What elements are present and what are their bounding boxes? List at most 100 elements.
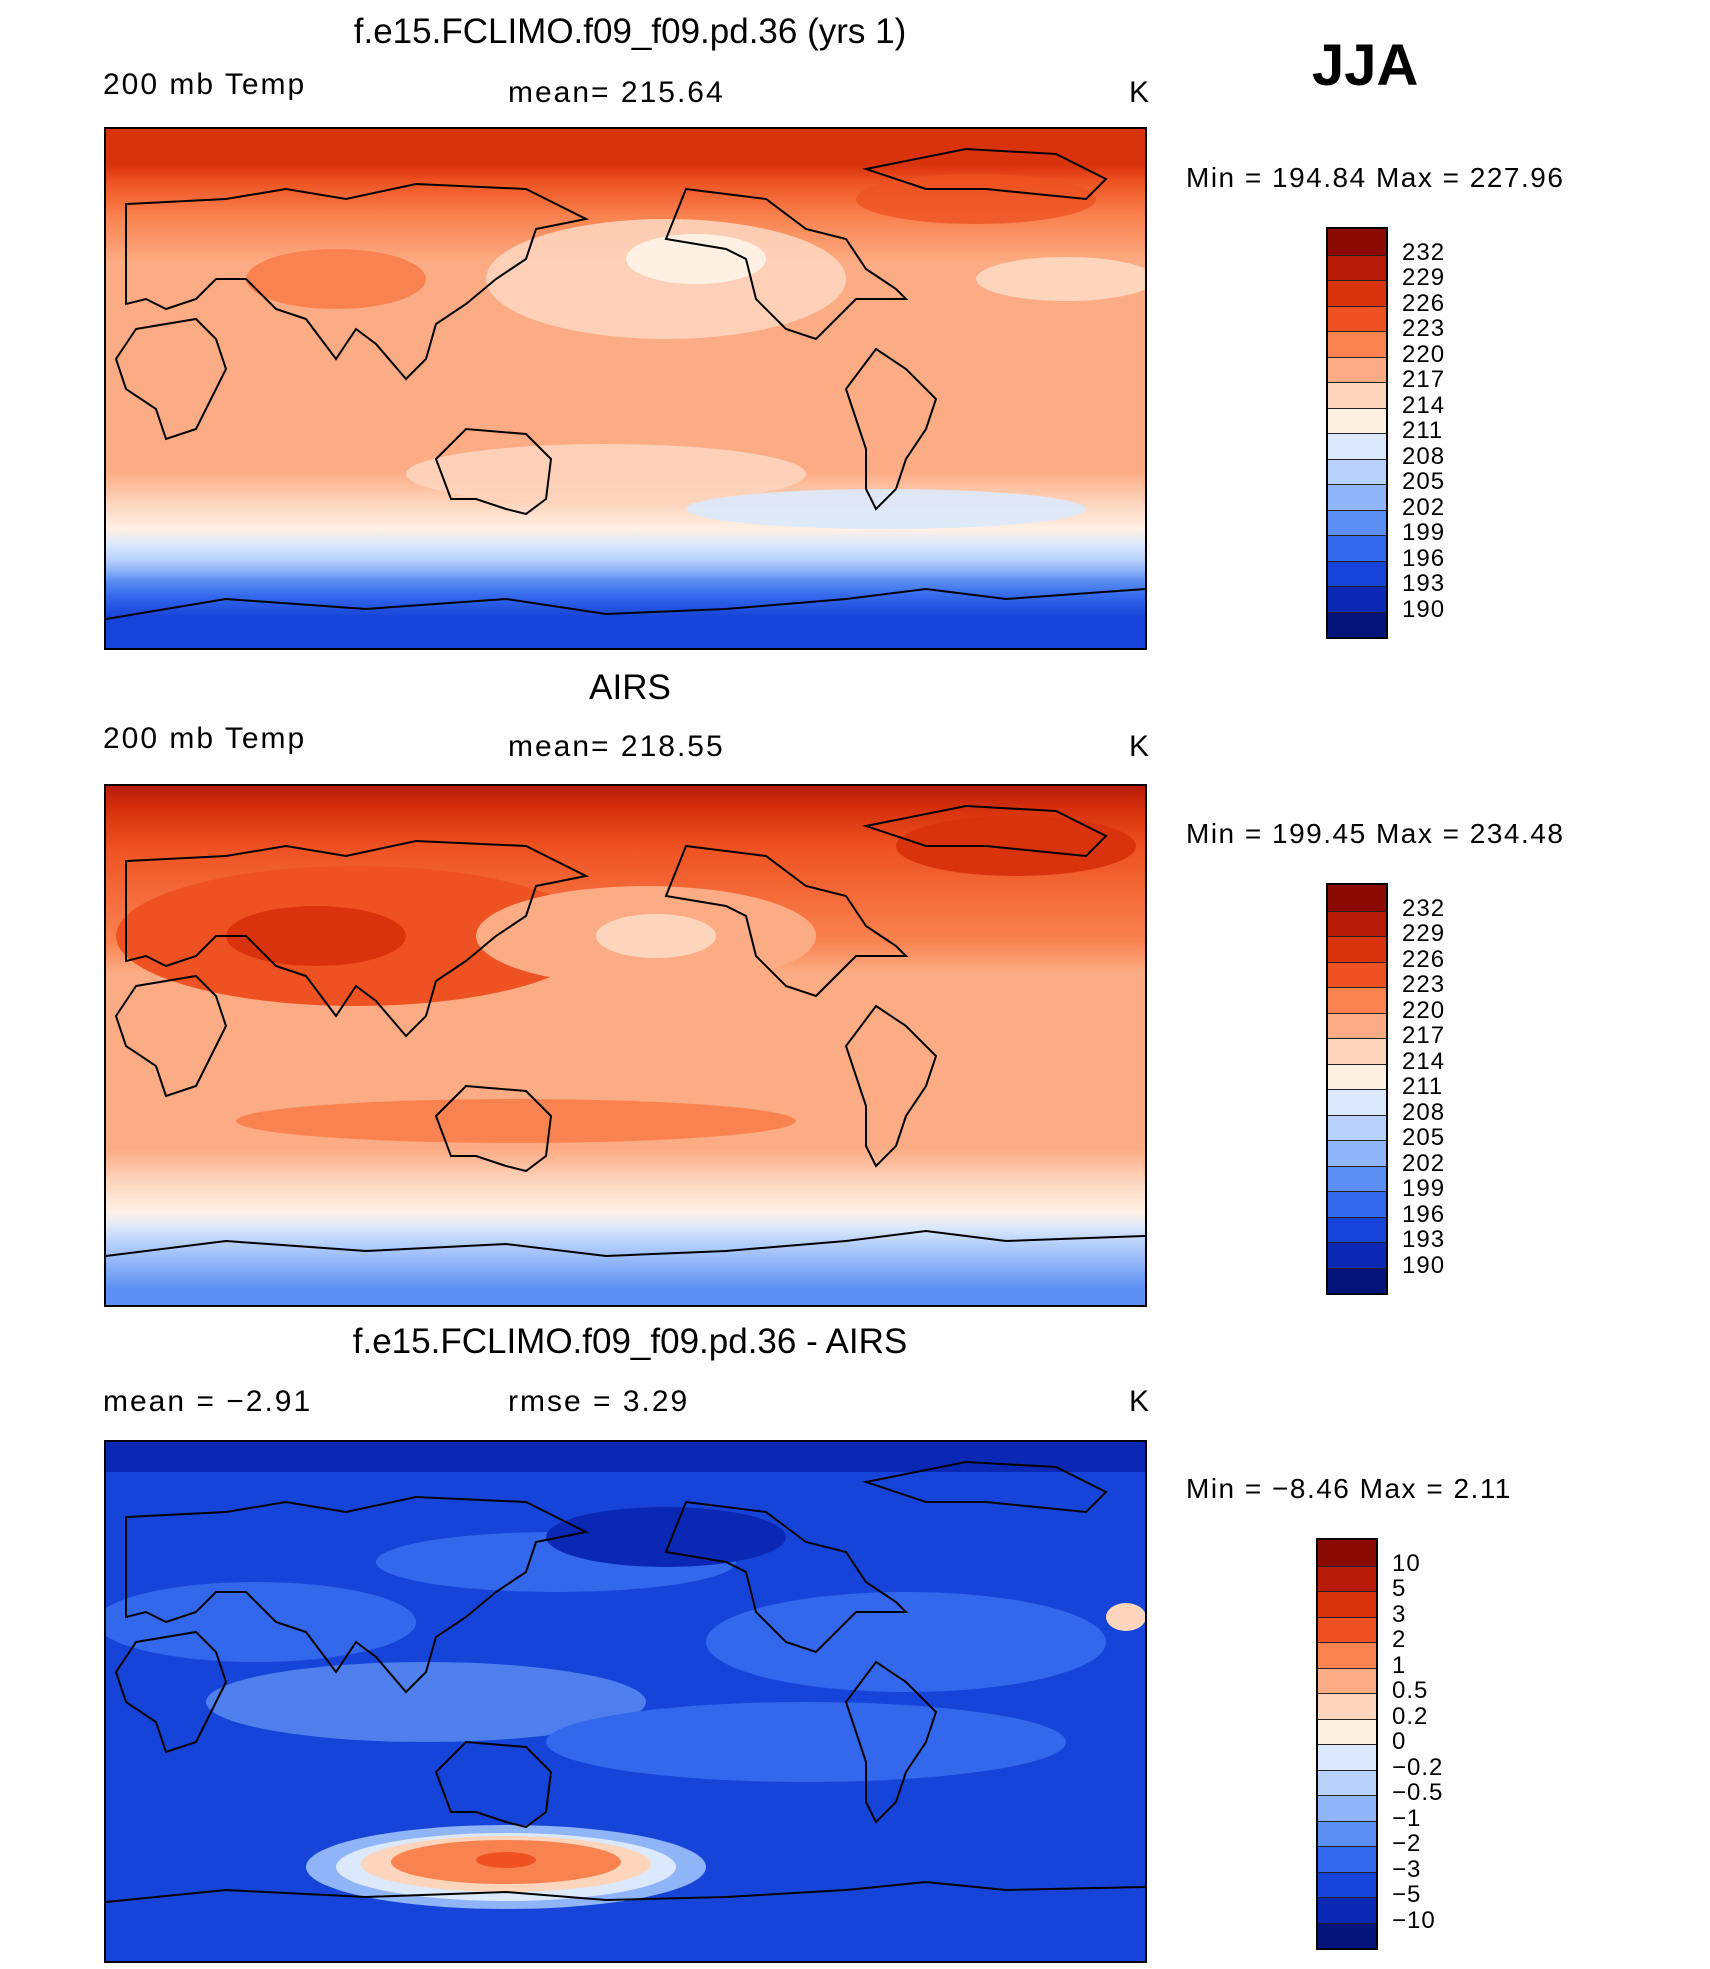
colorbar-label: 193	[1402, 1226, 1446, 1253]
colorbar-box	[1328, 331, 1386, 357]
colorbar-label: 205	[1402, 468, 1446, 495]
colorbar-box	[1328, 535, 1386, 561]
colorbar-label: 0.2	[1392, 1702, 1429, 1730]
colorbar-box	[1328, 936, 1386, 962]
colorbar-label: 1	[1392, 1651, 1407, 1679]
colorbar-label: 229	[1402, 920, 1446, 947]
colorbar-box	[1318, 1897, 1376, 1923]
colorbar-label: −10	[1392, 1906, 1436, 1934]
colorbar-box	[1318, 1642, 1376, 1668]
panel-2-title: AIRS	[589, 668, 671, 707]
colorbar-label: 211	[1402, 1073, 1444, 1100]
colorbar-label: −3	[1392, 1855, 1422, 1883]
colorbar-box	[1328, 586, 1386, 612]
colorbar-box	[1328, 1242, 1386, 1268]
colorbar-box	[1318, 1667, 1376, 1693]
panel-3-mean-label: mean = −2.91	[103, 1385, 313, 1418]
colorbar-box	[1328, 961, 1386, 987]
colorbar-box	[1328, 1063, 1386, 1089]
season-label: JJA	[1312, 33, 1419, 98]
colorbar-box	[1328, 1038, 1386, 1064]
panel-3-title: f.e15.FCLIMO.f09_f09.pd.36 - AIRS	[352, 1322, 908, 1361]
colorbar-box	[1328, 1191, 1386, 1217]
panel-2-map	[104, 784, 1147, 1307]
colorbar-label: 223	[1402, 971, 1446, 998]
colorbar-box	[1328, 1089, 1386, 1115]
colorbar-label: 202	[1402, 493, 1446, 521]
panel-1-variable-label: 200 mb Temp	[103, 68, 307, 101]
colorbar-label: 208	[1402, 442, 1446, 470]
colorbar-label: 217	[1402, 366, 1446, 393]
colorbar-label: 214	[1402, 391, 1446, 419]
colorbar-box	[1328, 407, 1386, 433]
colorbar-box	[1318, 1820, 1376, 1846]
colorbar-box	[1318, 1540, 1376, 1566]
colorbar-label: 196	[1402, 544, 1446, 572]
colorbar-box	[1328, 305, 1386, 331]
colorbar-label: 190	[1402, 595, 1446, 623]
colorbar-label: 208	[1402, 1098, 1446, 1126]
colorbar-label: 202	[1402, 1149, 1446, 1177]
colorbar-box	[1318, 1871, 1376, 1897]
colorbar-label: 205	[1402, 1124, 1446, 1151]
colorbar-label: 2	[1392, 1626, 1407, 1653]
colorbar-box	[1328, 910, 1386, 936]
colorbar-box	[1328, 1267, 1386, 1293]
colorbar-box	[1328, 1165, 1386, 1191]
colorbar-label: 0	[1392, 1728, 1407, 1755]
colorbar-label: −0.5	[1392, 1779, 1444, 1806]
colorbar-box	[1328, 1012, 1386, 1038]
colorbar-box	[1328, 356, 1386, 382]
colorbar-box	[1318, 1922, 1376, 1948]
colorbar-label: 220	[1402, 996, 1446, 1024]
panel-2-colorbar	[1326, 883, 1388, 1295]
panel-2-units: K	[1129, 730, 1152, 763]
colorbar-box	[1328, 1216, 1386, 1242]
colorbar-box	[1328, 560, 1386, 586]
colorbar-box	[1328, 254, 1386, 280]
panel-3-colorbar	[1316, 1538, 1378, 1950]
panel-1-min-max: Min = 194.84 Max = 227.96	[1186, 162, 1565, 193]
panel-1-units: K	[1129, 76, 1152, 109]
panel-2-min-max: Min = 199.45 Max = 234.48	[1186, 818, 1565, 849]
colorbar-label: 226	[1402, 289, 1446, 317]
colorbar-label: −1	[1392, 1804, 1422, 1832]
colorbar-box	[1318, 1693, 1376, 1719]
colorbar-box	[1328, 229, 1386, 255]
panel-2-mean-label: mean= 218.55	[508, 730, 725, 763]
colorbar-label: 232	[1402, 238, 1446, 266]
colorbar-box	[1328, 484, 1386, 510]
colorbar-label: 5	[1392, 1575, 1407, 1602]
colorbar-label: 229	[1402, 264, 1446, 291]
colorbar-box	[1318, 1846, 1376, 1872]
colorbar-box	[1318, 1718, 1376, 1744]
panel-3-min-max: Min = −8.46 Max = 2.11	[1186, 1473, 1512, 1504]
colorbar-label: 10	[1392, 1549, 1421, 1577]
panel-3-map	[104, 1440, 1147, 1963]
colorbar-label: 199	[1402, 519, 1446, 546]
colorbar-box	[1328, 433, 1386, 459]
colorbar-label: 199	[1402, 1175, 1446, 1202]
colorbar-box	[1328, 280, 1386, 306]
colorbar-box	[1318, 1616, 1376, 1642]
colorbar-label: −5	[1392, 1881, 1422, 1908]
colorbar-label: 214	[1402, 1047, 1446, 1075]
panel-1-map	[104, 127, 1147, 650]
colorbar-box	[1328, 611, 1386, 637]
colorbar-label: 220	[1402, 340, 1446, 368]
colorbar-label: 226	[1402, 945, 1446, 973]
colorbar-box	[1318, 1565, 1376, 1591]
colorbar-box	[1328, 885, 1386, 911]
colorbar-label: −2	[1392, 1830, 1422, 1857]
colorbar-box	[1318, 1591, 1376, 1617]
colorbar-label: 232	[1402, 894, 1446, 922]
panel-1-mean-label: mean= 215.64	[508, 76, 725, 109]
panel-2-variable-label: 200 mb Temp	[103, 722, 307, 755]
colorbar-label: 196	[1402, 1200, 1446, 1228]
colorbar-label: 3	[1392, 1600, 1407, 1628]
colorbar-box	[1328, 1114, 1386, 1140]
panel-1-title: f.e15.FCLIMO.f09_f09.pd.36 (yrs 1)	[353, 12, 907, 51]
colorbar-label: 193	[1402, 570, 1446, 597]
colorbar-label: −0.2	[1392, 1753, 1444, 1781]
colorbar-box	[1328, 1140, 1386, 1166]
